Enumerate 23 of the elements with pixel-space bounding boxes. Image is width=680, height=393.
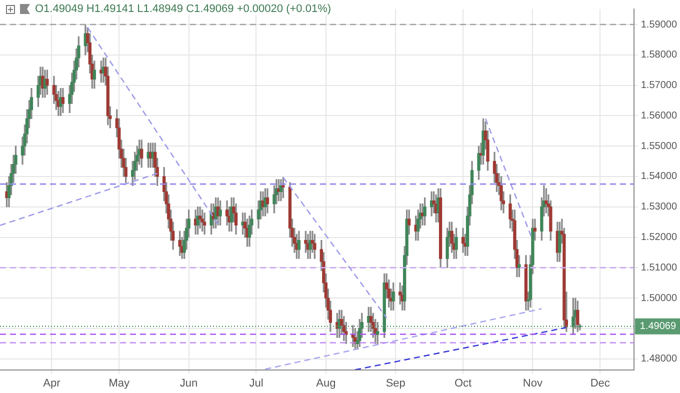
- candlestick: [202, 212, 206, 235]
- y-tick-label: 1.58000: [640, 50, 678, 61]
- y-tick-label: 1.50000: [640, 292, 678, 304]
- x-tick-label: Jul: [249, 377, 264, 390]
- x-tick-label: Apr: [43, 377, 61, 390]
- x-tick-label: Oct: [454, 377, 472, 390]
- y-tick-label: 1.51000: [640, 262, 678, 274]
- x-tick-label: Nov: [522, 377, 543, 390]
- x-tick-label: Jun: [180, 377, 198, 390]
- y-tick-label: 1.57000: [640, 80, 678, 92]
- y-tick-label: 1.59000: [640, 19, 678, 30]
- y-tick-label: 1.52000: [640, 232, 678, 244]
- ref-line-label: 1.49069: [640, 321, 676, 332]
- y-tick-label: 1.54000: [640, 171, 678, 182]
- x-tick-label: Aug: [316, 377, 336, 390]
- x-tick-label: May: [108, 377, 130, 390]
- x-tick-label: Dec: [590, 377, 610, 390]
- annotation: O1.49049 H1.49141 L1.48949 C1.49069 +0.00020 (+0.01%): [35, 3, 332, 15]
- x-tick-label: Sep: [386, 377, 406, 390]
- y-tick-label: 1.48000: [640, 354, 678, 365]
- y-tick-label: 1.56000: [640, 110, 678, 122]
- y-tick-label: 1.55000: [640, 140, 678, 152]
- y-tick-label: 1.53000: [640, 202, 678, 213]
